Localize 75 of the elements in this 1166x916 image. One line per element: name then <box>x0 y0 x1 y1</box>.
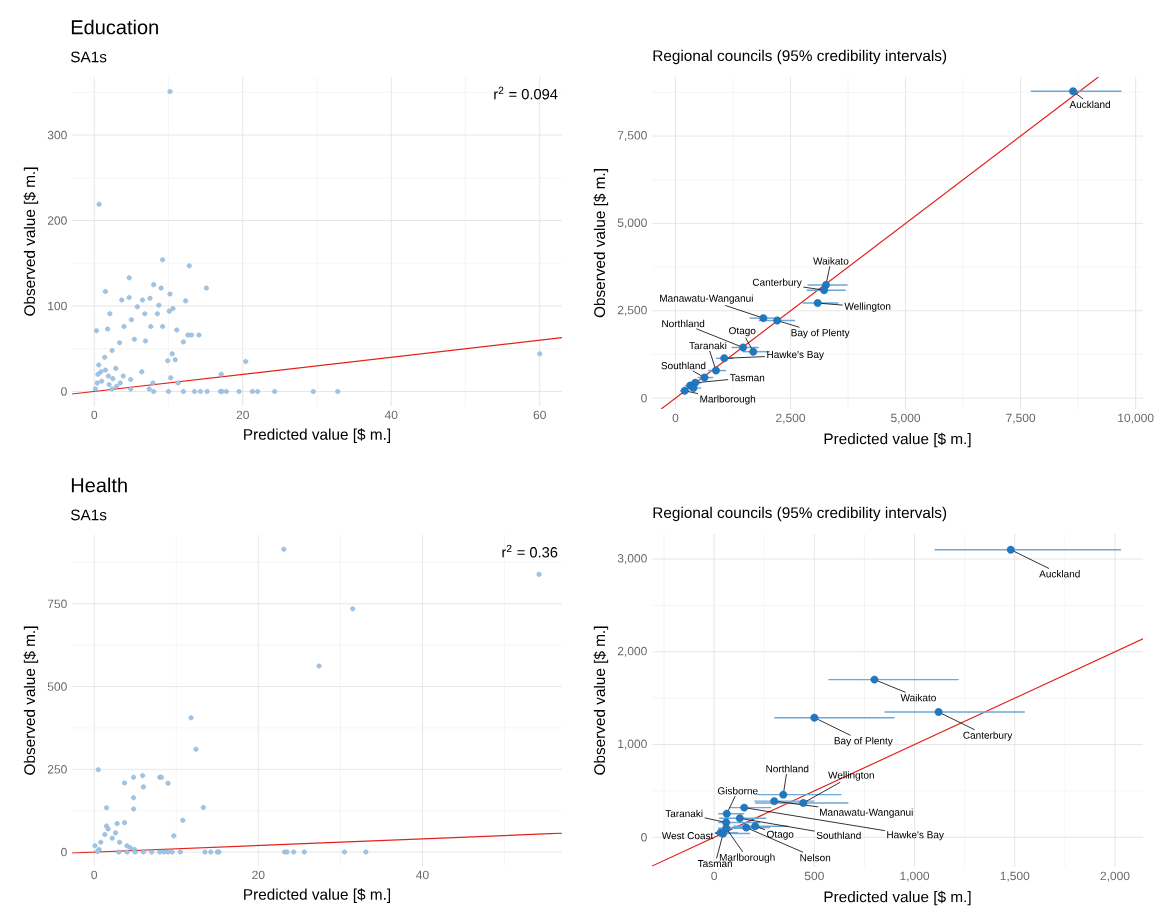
chart-subtitle: SA1s <box>70 51 107 63</box>
x-tick-label: 0 <box>91 870 98 880</box>
x-tick-label: 10,000 <box>1118 413 1154 424</box>
y-tick-label: 7,500 <box>617 131 647 141</box>
x-tick-label: 60 <box>533 410 546 420</box>
x-tick-label: 0 <box>672 413 679 423</box>
x-tick-label: 5,000 <box>891 413 921 424</box>
y-tick-label: 100 <box>48 301 67 311</box>
annotation: Southland <box>661 361 706 370</box>
y-axis-title: Observed value [$ m.] <box>23 626 39 775</box>
annotation: Northland <box>766 764 809 773</box>
x-tick-label: 20 <box>252 870 265 880</box>
y-tick-label: 0 <box>641 393 647 403</box>
y-axis-title: Observed value [$ m.] <box>593 626 609 775</box>
y-tick-label: 200 <box>47 216 67 225</box>
x-tick-label: 20 <box>236 410 249 420</box>
annotation: Gisborne <box>717 787 758 795</box>
annotation: Otago <box>729 327 756 337</box>
annotation: Bay of Plenty <box>791 328 850 339</box>
x-tick-label: 7,500 <box>1006 413 1036 424</box>
annotation: Southland <box>816 831 861 839</box>
x-tick-label: 500 <box>804 871 824 881</box>
annotation: Canterbury <box>752 278 802 288</box>
annotation: Bay of Plenty <box>834 737 893 747</box>
y-tick-label: 2,000 <box>617 646 647 657</box>
x-tick-label: 40 <box>384 410 398 420</box>
annotation: Waikato <box>900 693 936 702</box>
x-tick-label: 0 <box>711 871 718 881</box>
annotation: Auckland <box>1069 100 1110 108</box>
chart-title: Regional councils (95% credibility intervals) <box>653 49 947 65</box>
y-tick-label: 2,500 <box>617 305 647 316</box>
x-tick-label: 1,000 <box>900 871 930 882</box>
annotation: Canterbury <box>963 731 1013 741</box>
y-tick-label: 250 <box>47 765 67 774</box>
x-tick-label: 2,000 <box>1100 871 1130 882</box>
y-tick-label: 750 <box>47 599 67 609</box>
y-tick-label: 300 <box>47 130 67 140</box>
x-axis-title: Predicted value [$ m.] <box>244 428 391 443</box>
y-axis-title: Observed value [$ m.] <box>23 167 39 316</box>
annotation: Northland <box>662 319 705 328</box>
x-axis-title: Predicted value [$ m.] <box>824 432 971 448</box>
y-tick-label: 0 <box>61 387 67 396</box>
annotation: Marlborough <box>700 395 756 405</box>
annotation: West Coast <box>661 832 714 840</box>
annotation: Waikato <box>813 257 849 265</box>
annotation: r$^{2}$ = 0.094 <box>494 86 558 100</box>
annotation: Auckland <box>1039 570 1080 578</box>
chart-subtitle: SA1s <box>70 509 107 521</box>
annotation: Manawatu-Wanganui <box>660 294 753 304</box>
y-tick-label: 1,000 <box>618 739 647 750</box>
annotation: Taranaki <box>665 809 703 818</box>
chart-title: Regional councils (95% credibility intervals) <box>653 506 947 522</box>
x-axis-title: Predicted value [$ m.] <box>244 888 391 903</box>
annotation: Otago <box>767 830 794 840</box>
x-tick-label: 1,500 <box>1000 871 1030 882</box>
y-tick-label: 500 <box>47 682 67 691</box>
y-tick-label: 0 <box>641 833 647 842</box>
annotation: r$^{2}$ = 0.36 <box>502 544 558 558</box>
x-tick-label: 2,500 <box>776 413 806 424</box>
annotation: Hawke's Bay <box>887 830 944 841</box>
x-tick-label: 0 <box>91 410 98 420</box>
annotation: Wellington <box>844 302 891 312</box>
y-tick-label: 5,000 <box>617 218 647 229</box>
x-tick-label: 40 <box>416 870 429 880</box>
chart-title: Education <box>71 19 158 35</box>
x-axis-title: Predicted value [$ m.] <box>824 890 971 906</box>
annotation: Taranaki <box>689 341 727 350</box>
y-tick-label: 0 <box>61 847 67 857</box>
chart-title: Health <box>71 477 127 493</box>
annotation: Tasman <box>729 374 765 382</box>
y-axis-title: Observed value [$ m.] <box>593 169 609 318</box>
annotation: Manawatu-Wanganui <box>820 808 913 818</box>
annotation: Nelson <box>800 853 831 862</box>
annotation: Hawke's Bay <box>767 350 824 360</box>
y-tick-label: 3,000 <box>617 554 647 564</box>
